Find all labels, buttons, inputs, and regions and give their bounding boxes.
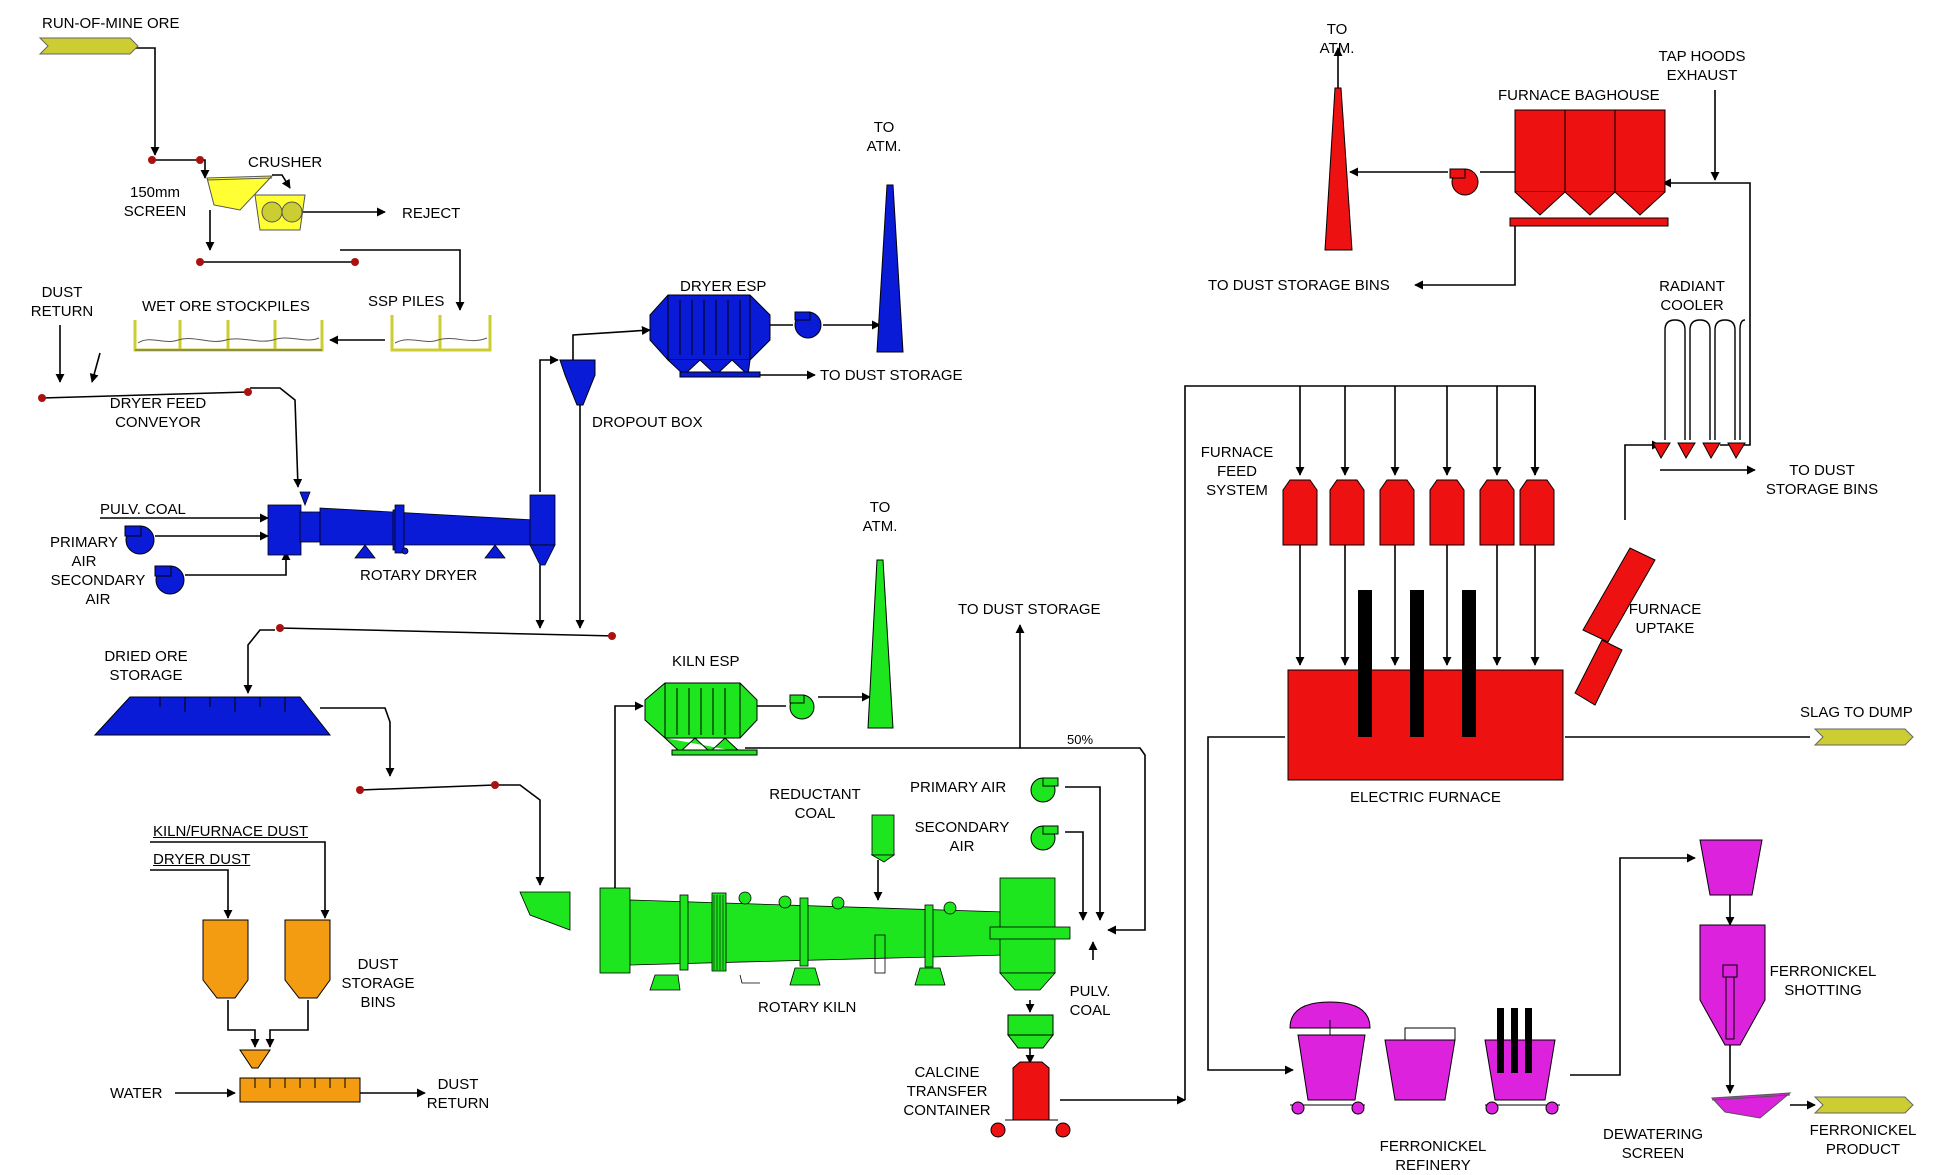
furnace-uptake [1574,547,1656,706]
ferronickel-product-arrow [1813,1096,1914,1114]
pug-mill [239,1077,361,1103]
dried-ore-storage-icon [93,696,332,736]
label-dried-ore-storage: DRIED ORE STORAGE [104,648,188,684]
label-calcine-transfer-container: CALCINE TRANSFER CONTAINER [903,1064,991,1119]
kiln-stack [867,559,894,729]
label-dust-return-top: DUST RETURN [30,284,94,320]
flow-lines [55,47,1816,1110]
screen-150mm-icon [206,175,274,211]
dryer-stack [876,184,904,353]
label-pulv-coal-dryer: PULV. COAL [100,501,186,518]
label-secondary-air-kiln: SECONDARY AIR [914,819,1010,855]
label-ferronickel-shotting: FERRONICKEL SHOTTING [1769,963,1877,999]
label-furnace-feed-system: FURNACE FEED SYSTEM [1200,444,1274,499]
label-dropout-box: DROPOUT BOX [592,414,703,431]
calcine-transfer-container [990,1061,1071,1138]
label-to-atm-kiln: TO ATM. [862,499,898,535]
label-primary-air-dryer: PRIMARY AIR [49,534,119,570]
label-electric-furnace: ELECTRIC FURNACE [1350,789,1501,806]
electric-furnace [1287,590,1564,781]
wet-ore-stockpiles-icon [133,320,324,352]
label-dryer-esp: DRYER ESP [680,278,767,295]
dust-storage-bin [202,919,249,999]
label-secondary-air-dryer: SECONDARY AIR [50,572,146,608]
label-dust-return-bottom: DUST RETURN [426,1076,490,1112]
label-furnace-uptake: FURNACE UPTAKE [1628,601,1702,637]
label-rotary-kiln: ROTARY KILN [758,999,857,1016]
furnace-baghouse [1509,109,1669,227]
label-water: WATER [110,1085,163,1102]
label-dryer-feed-conveyor: DRYER FEED CONVEYOR [109,395,207,431]
conveyor-icon [148,156,204,164]
dryer-esp-fan-icon [794,311,822,339]
ssp-piles-icon [390,315,492,352]
label-to-dust-storage-bins-right: TO DUST STORAGE BINS [1765,462,1879,498]
rotary-dryer [267,491,556,566]
dryer-feed-conveyor-icon [38,388,252,402]
label-150mm-screen: 150mm SCREEN [123,184,187,220]
crusher-icon [254,194,306,231]
label-ssp-piles: SSP PILES [368,293,445,310]
label-run-of-mine-ore: RUN-OF-MINE ORE [42,15,180,32]
label-rotary-dryer: ROTARY DRYER [360,567,478,584]
label-to-atm-furnace: TO ATM. [1319,21,1355,57]
ferronickel-ladle-2 [1384,1027,1456,1101]
calcine-hopper [1006,1014,1055,1049]
label-fifty-percent: 50% [1067,732,1094,747]
label-primary-air-kiln: PRIMARY AIR [910,779,1007,796]
label-to-dust-storage-kiln: TO DUST STORAGE [958,601,1101,618]
run-of-mine-ore-arrow [38,37,139,55]
pug-mill-hopper [239,1049,271,1069]
dropout-box [559,359,596,406]
ferronickel-ladle-3 [1484,1008,1560,1115]
label-dust-storage-bins: DUST STORAGE BINS [341,956,415,1011]
dust-storage-bin [284,919,331,999]
conveyor-icon [196,258,359,266]
kiln-feed-conveyor [356,781,499,794]
furnace-feed-bins [1282,479,1555,546]
radiant-cooler-hoppers [1652,442,1746,460]
label-ferronickel-product: FERRONICKEL PRODUCT [1809,1122,1917,1158]
radiant-cooler [1664,319,1746,440]
dryer-outlet-conveyor [276,624,616,640]
slag-to-dump-arrow [1813,728,1914,746]
label-to-dust-storage-dryer: TO DUST STORAGE [820,367,963,384]
label-tap-hoods-exhaust: TAP HOODS EXHAUST [1658,48,1746,84]
ferronickel-shotting-tank [1699,924,1766,1046]
kiln-esp-fan-icon [789,694,815,720]
rotary-kiln [519,814,1071,991]
furnace-baghouse-fan-icon [1449,168,1479,196]
label-furnace-baghouse: FURNACE BAGHOUSE [1498,87,1660,104]
furnace-stack [1324,87,1353,251]
shotting-hopper [1699,839,1763,896]
label-kiln-esp: KILN ESP [672,653,740,670]
kiln-secondary-air-fan-icon [1030,825,1059,851]
label-kiln-furnace-dust: KILN/FURNACE DUST [153,823,309,840]
label-crusher: CRUSHER [248,154,323,171]
label-radiant-cooler: RADIANT COOLER [1659,278,1725,314]
label-pulv-coal-kiln: PULV. COAL [1069,983,1111,1019]
secondary-air-fan-icon [154,565,185,595]
label-reject: REJECT [402,205,461,222]
kiln-primary-air-fan-icon [1030,777,1059,803]
label-ferronickel-refinery: FERRONICKEL REFINERY [1379,1138,1487,1174]
label-to-dust-storage-bins-top: TO DUST STORAGE BINS [1208,277,1390,294]
label-to-atm-dryer: TO ATM. [866,119,902,155]
label-reductant-coal: REDUCTANT COAL [769,786,861,822]
label-dryer-dust: DRYER DUST [153,851,251,868]
label-dewatering-screen: DEWATERING SCREEN [1603,1126,1703,1162]
primary-air-fan-icon [124,525,155,555]
kiln-esp [644,682,758,756]
label-slag-to-dump: SLAG TO DUMP [1800,704,1913,721]
dewatering-screen-icon [1710,1092,1792,1119]
ferronickel-ladle-1 [1289,1001,1371,1115]
dryer-esp [649,294,771,378]
label-wet-ore-stockpiles: WET ORE STOCKPILES [142,298,310,315]
